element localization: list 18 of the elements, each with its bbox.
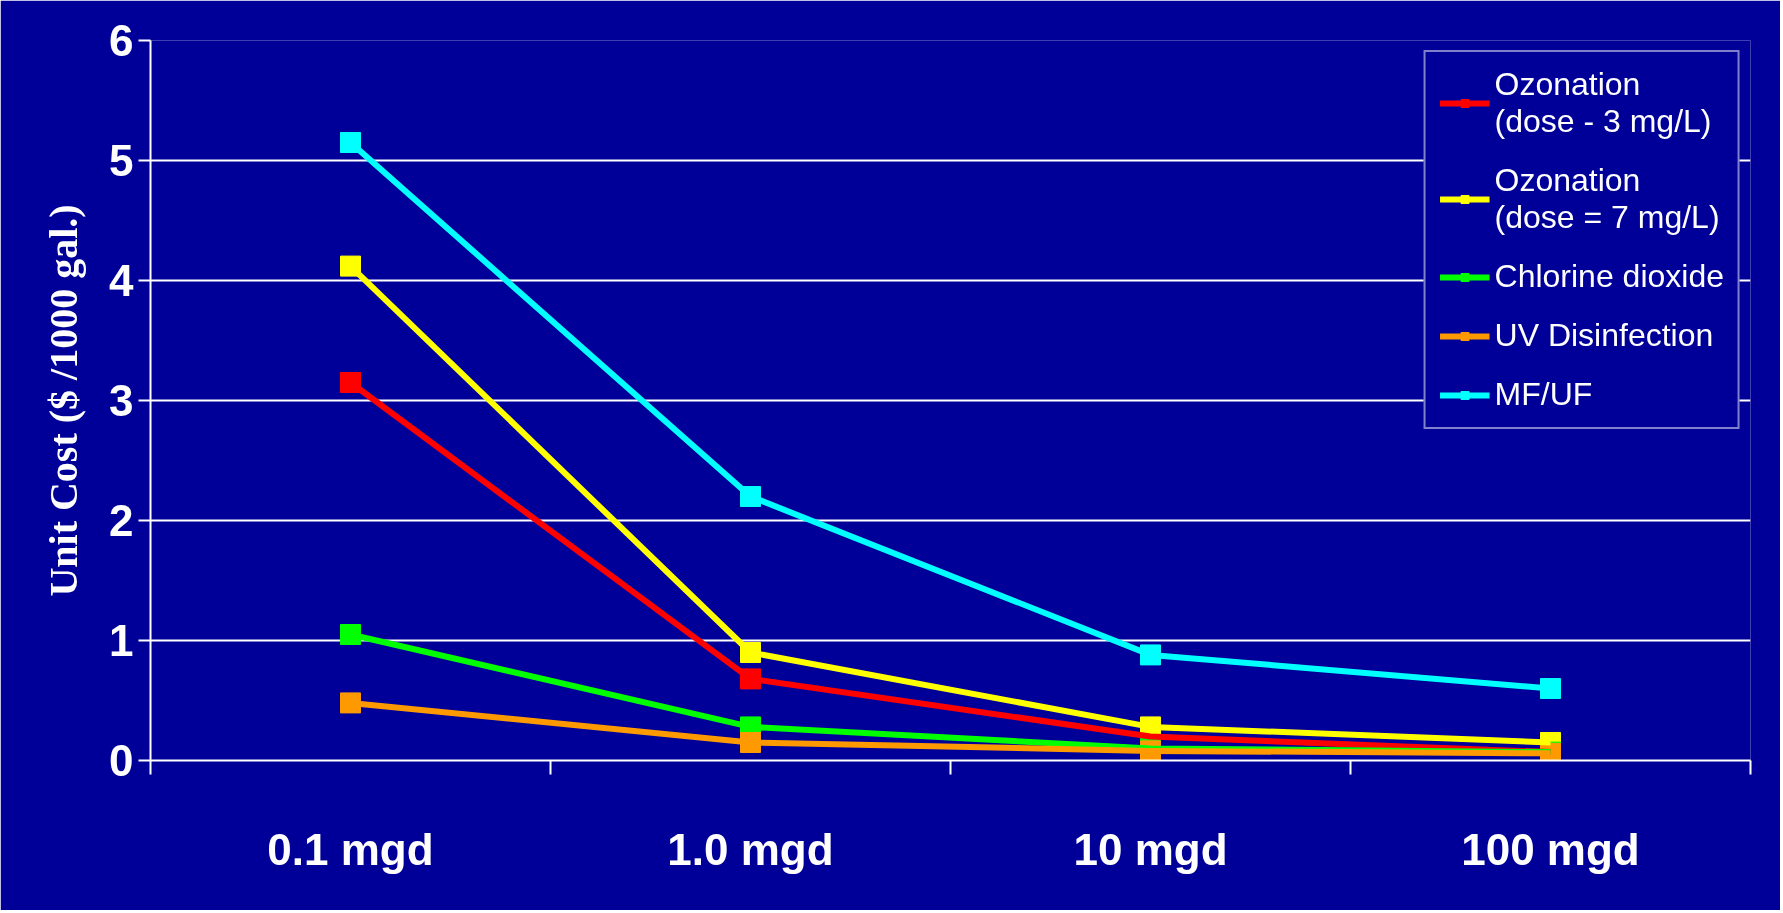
- y-tick-label: 3: [109, 376, 134, 425]
- y-tick-label: 5: [109, 136, 134, 185]
- x-tick-label: 100 mgd: [1461, 824, 1640, 874]
- y-tick-label: 0: [109, 736, 134, 785]
- y-tick-label: 1: [109, 616, 134, 665]
- y-axis-title: Unit Cost ($ /1000 gal.): [41, 204, 87, 597]
- y-tick-label: 6: [109, 16, 134, 65]
- legend-label: UV Disinfection: [1494, 317, 1714, 354]
- legend-label: Ozonation (dose = 7 mg/L): [1494, 162, 1720, 236]
- y-tick-label: 4: [109, 256, 135, 305]
- x-tick-label: 1.0 mgd: [667, 824, 834, 874]
- legend-label: Ozonation (dose - 3 mg/L): [1494, 66, 1712, 140]
- x-tick-label: 0.1 mgd: [267, 824, 434, 874]
- legend-label: MF/UF: [1494, 376, 1593, 413]
- point: [340, 692, 361, 714]
- y-tick-label: 2: [109, 496, 134, 545]
- legend-label: Chlorine dioxide: [1494, 258, 1724, 295]
- x-tick-label: 10 mgd: [1073, 824, 1228, 874]
